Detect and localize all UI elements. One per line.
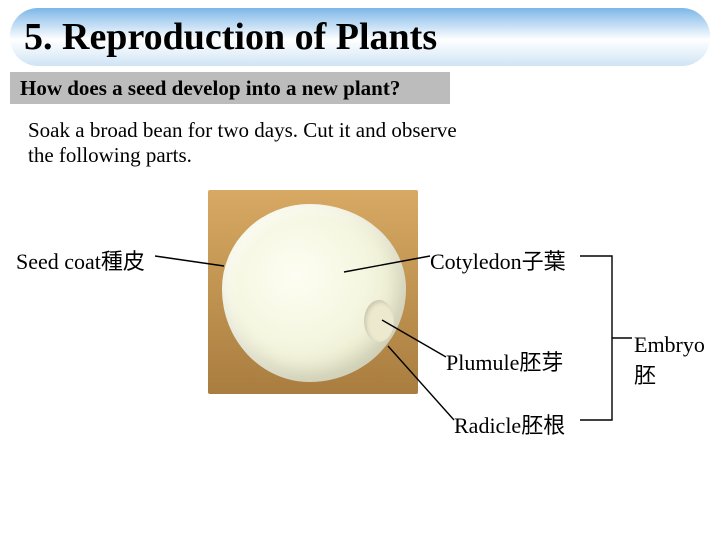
label-cotyledon: Cotyledon子葉 xyxy=(430,244,566,276)
label-plumule: Plumule胚芽 xyxy=(446,345,563,377)
slide-title: 5. Reproduction of Plants xyxy=(24,15,437,59)
label-seed-coat: Seed coat種皮 xyxy=(16,244,145,276)
subtitle-text: How does a seed develop into a new plant… xyxy=(20,76,400,101)
title-bar: 5. Reproduction of Plants xyxy=(10,8,710,66)
seed-illustration xyxy=(208,190,418,394)
seed-notch xyxy=(364,300,394,342)
label-embryo-line2: 胚 xyxy=(634,358,656,390)
instruction-text: Soak a broad bean for two days. Cut it a… xyxy=(28,118,458,168)
subtitle-bar: How does a seed develop into a new plant… xyxy=(10,72,450,104)
label-embryo-line1: Embryo xyxy=(634,332,705,358)
label-radicle: Radicle胚根 xyxy=(454,408,565,440)
